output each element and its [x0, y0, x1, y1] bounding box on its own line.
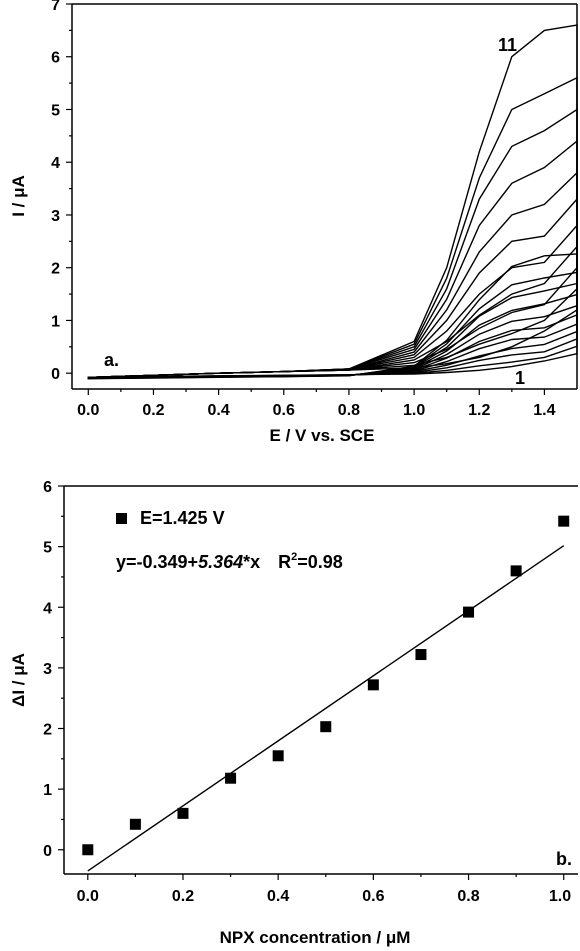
panel-a-label: a. — [104, 350, 119, 370]
data-point — [272, 750, 284, 762]
data-point — [367, 679, 379, 691]
cv-curve-6 — [87, 197, 578, 379]
cv-curve-11 — [87, 24, 578, 380]
data-point — [82, 844, 94, 856]
panel-a-y-tick-label: 2 — [51, 261, 60, 278]
panel-a-x-tick-label: 0.8 — [338, 402, 360, 419]
panel-a-x-tick-label: 1.0 — [403, 402, 425, 419]
panel-b-x-tick-label: 0.2 — [172, 888, 194, 905]
fit-equation-suffix: *x — [243, 552, 260, 572]
panel-b-points — [82, 515, 570, 856]
cv-curve-4 — [87, 244, 578, 379]
fit-r2-base: R — [278, 552, 291, 572]
legend-marker — [116, 513, 127, 524]
panel-a-y-tick-label: 6 — [51, 50, 60, 67]
panel-a-curves — [87, 24, 578, 380]
panel-a-y-axis-label: I / μA — [9, 175, 28, 217]
cv-curve-9 — [87, 108, 578, 380]
fit-equation: y=-0.349+5.364*x R2=0.98 — [116, 551, 343, 572]
panel-a-y-tick-label: 5 — [51, 102, 60, 119]
panel-b-y-tick-label: 1 — [43, 782, 52, 799]
panel-b-plot-frame — [63, 485, 578, 875]
cv-curve-1 — [87, 308, 578, 379]
panel-b-y-axis-label: ΔI / μA — [9, 653, 28, 707]
panel-b-x-axis-label: NPX concentration / μM — [220, 928, 411, 947]
panel-a-x-ticks: 0.0 0.2 0.4 0.6 0.8 1.0 1.2 1.4 — [77, 389, 556, 419]
panel-a-y-tick-label: 3 — [51, 208, 60, 225]
panel-b-y-tick-label: 3 — [43, 661, 52, 678]
data-point — [558, 515, 570, 527]
panel-a-x-tick-label: 1.2 — [468, 402, 490, 419]
panel-a-cyclic-voltammograms: 0.0 0.2 0.4 0.6 0.8 1.0 1.2 1.4 0 1 2 3 4 5 6 7 E / V … — [9, 0, 578, 445]
data-point — [320, 721, 332, 733]
panel-b-fit-group — [87, 545, 565, 872]
data-point — [177, 807, 189, 819]
cv-curve-3 — [87, 265, 578, 379]
panel-a-y-tick-label: 1 — [51, 313, 60, 330]
panel-b-y-ticks: 0 1 2 3 4 5 6 — [43, 479, 64, 860]
panel-a-y-tick-label: 4 — [51, 155, 60, 172]
panel-b-x-ticks: 0.0 0.2 0.4 0.6 0.8 1.0 — [77, 874, 571, 905]
panel-b-label: b. — [556, 849, 572, 869]
panel-b-x-tick-label: 0.0 — [77, 888, 99, 905]
fit-line — [87, 545, 565, 872]
fit-r2-value: =0.98 — [297, 552, 343, 572]
panel-a-x-tick-label: 0.2 — [142, 402, 164, 419]
panel-b-x-tick-label: 0.8 — [457, 888, 479, 905]
panel-b-y-tick-label: 2 — [43, 722, 52, 739]
panel-a-y-ticks: 0 1 2 3 4 5 6 7 — [51, 0, 72, 383]
data-point — [463, 606, 475, 618]
legend-label: E=1.425 V — [140, 508, 225, 528]
panel-b-x-tick-label: 0.6 — [362, 888, 384, 905]
panel-a-x-tick-label: 1.4 — [533, 402, 555, 419]
cv-curve-8 — [87, 139, 578, 380]
fit-equation-prefix: y=-0.349+ — [116, 552, 198, 572]
panel-a-x-tick-label: 0.0 — [77, 402, 99, 419]
panel-a-y-tick-label: 7 — [51, 0, 60, 14]
panel-a-y-tick-label: 0 — [51, 366, 60, 383]
fit-equation-slope: 5.364 — [198, 552, 243, 572]
panel-a-x-tick-label: 0.4 — [207, 402, 229, 419]
data-point — [225, 772, 237, 784]
data-point — [129, 818, 141, 830]
curve-label-last: 11 — [498, 35, 517, 55]
data-point — [510, 565, 522, 577]
panel-b-y-tick-label: 6 — [43, 479, 52, 496]
panel-b-y-tick-label: 5 — [43, 540, 52, 557]
panel-b-x-tick-label: 1.0 — [549, 888, 571, 905]
panel-a-x-tick-label: 0.6 — [273, 402, 295, 419]
data-point — [415, 649, 427, 661]
fit-r2-sup: 2 — [291, 551, 297, 563]
panel-b-calibration-plot: 0.0 0.2 0.4 0.6 0.8 1.0 0 1 2 3 4 5 6 NPX concentra… — [9, 479, 578, 947]
panel-b-y-tick-label: 0 — [43, 843, 52, 860]
panel-a-x-axis-label: E / V vs. SCE — [270, 426, 375, 445]
panel-b-y-tick-label: 4 — [43, 600, 52, 617]
curve-label-first: 1 — [515, 368, 525, 388]
panel-b-x-tick-label: 0.4 — [267, 888, 289, 905]
